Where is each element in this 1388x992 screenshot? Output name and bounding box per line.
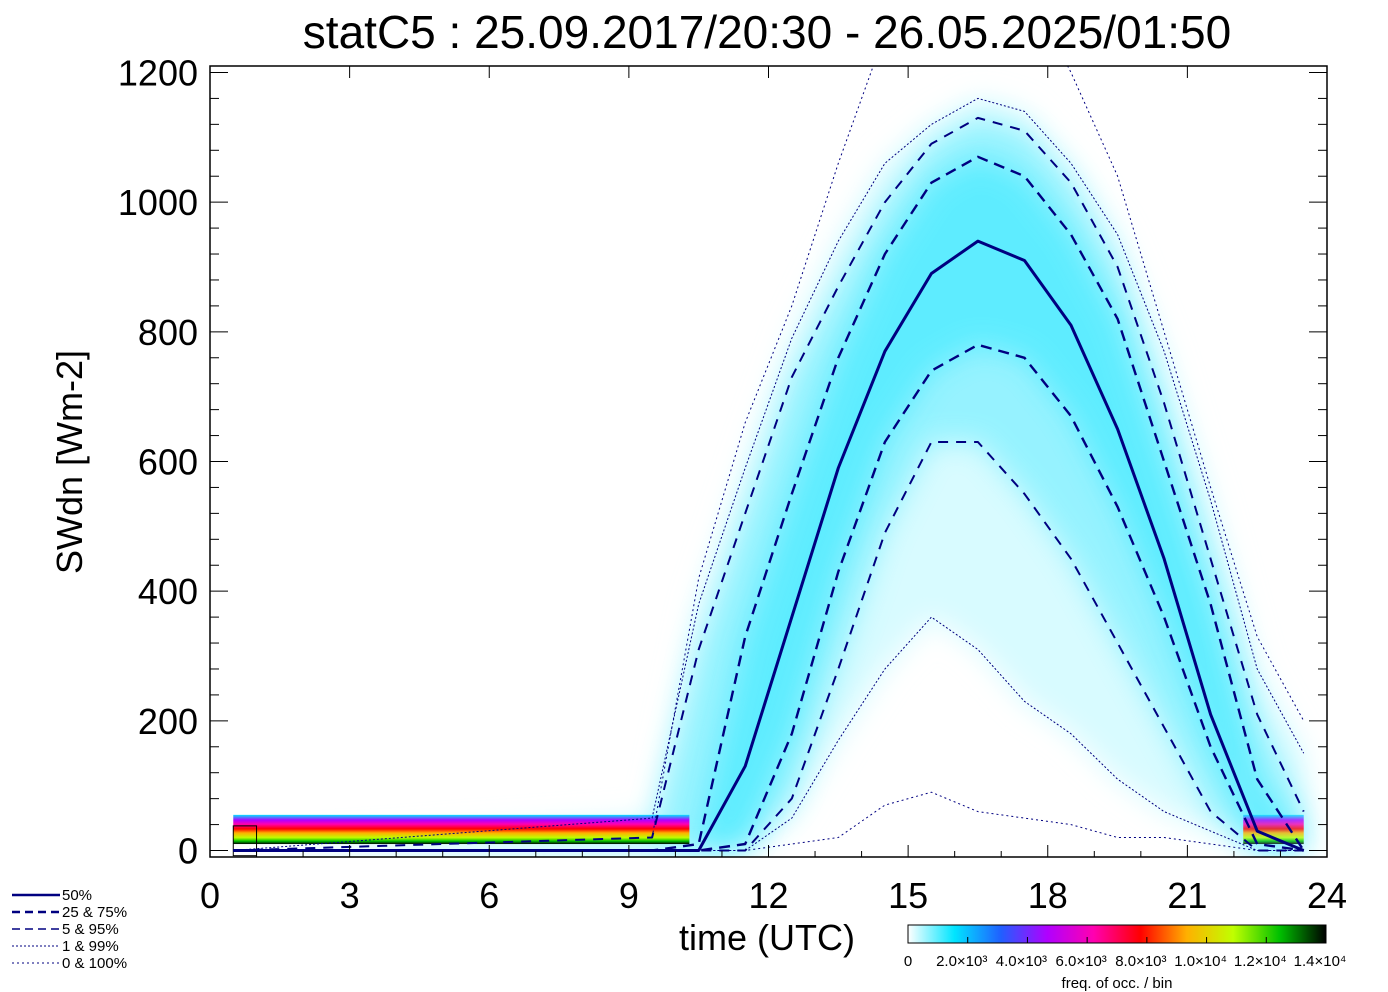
legend: 50%25 & 75%5 & 95%1 & 99%0 & 100% <box>12 887 127 972</box>
legend-label: 1 & 99% <box>62 938 119 955</box>
colorbar-label: freq. of occ. / bin <box>1062 975 1173 992</box>
colorbar-tick-label: 0 <box>904 953 912 970</box>
y-axis: 0 200 400 600 800 1000 1200 <box>118 52 1327 872</box>
line-95pct <box>233 116 1305 852</box>
colorbar-tick-label: 1.4×10⁴ <box>1294 953 1347 970</box>
density-band-25-75 <box>233 156 1304 851</box>
colorbar-tick-label: 1.2×10⁴ <box>1234 953 1287 970</box>
y-tick-label: 1000 <box>118 182 198 223</box>
legend-label: 0 & 100% <box>62 955 127 972</box>
y-axis-label: SWdn [Wm-2] <box>49 350 90 574</box>
colorbar-tick-label: 2.0×10³ <box>936 953 987 970</box>
line-0pct <box>233 791 1304 851</box>
y-tick-label: 0 <box>178 831 198 872</box>
y-tick-label: 200 <box>138 701 198 742</box>
frequency-heatmap <box>232 98 1304 857</box>
colorbar-tick-label: 8.0×10³ <box>1115 953 1166 970</box>
y-tick-label: 1200 <box>118 52 198 93</box>
x-tick-label: 6 <box>479 875 499 916</box>
x-tick-label: 9 <box>619 875 639 916</box>
line-1pct <box>233 616 1304 851</box>
line-50pct <box>233 239 1305 852</box>
x-tick-label: 21 <box>1167 875 1207 916</box>
x-tick-label: 3 <box>340 875 360 916</box>
y-tick-label: 800 <box>138 312 198 353</box>
x-tick-label: 12 <box>748 875 788 916</box>
legend-label: 50% <box>62 887 92 904</box>
x-axis-label: time (UTC) <box>679 917 855 958</box>
x-axis: 0 3 6 9 12 15 18 21 24 <box>200 66 1347 916</box>
x-tick-label: 0 <box>200 875 220 916</box>
colorbar-gradient <box>907 924 1327 944</box>
legend-label: 5 & 95% <box>62 921 119 938</box>
y-tick-label: 400 <box>138 571 198 612</box>
percentile-lines <box>233 66 1305 852</box>
colorbar: 0 2.0×10³ 4.0×10³ 6.0×10³ 8.0×10³ 1.0×10⁴ 1.2×… <box>904 924 1347 992</box>
x-tick-label: 18 <box>1028 875 1068 916</box>
colorbar-tick-label: 4.0×10³ <box>996 953 1047 970</box>
line-25pct <box>233 343 1304 852</box>
x-tick-label: 15 <box>888 875 928 916</box>
line-99pct <box>233 97 1305 851</box>
bin-marker <box>232 825 258 857</box>
chart-title: statC5 : 25.09.2017/20:30 - 26.05.2025/0… <box>303 6 1231 58</box>
x-tick-label: 24 <box>1307 875 1347 916</box>
colorbar-tick-label: 1.0×10⁴ <box>1174 953 1227 970</box>
night-band-left <box>233 814 690 845</box>
line-75pct <box>233 155 1305 852</box>
colorbar-tick-label: 6.0×10³ <box>1055 953 1106 970</box>
y-tick-label: 600 <box>138 442 198 483</box>
legend-label: 25 & 75% <box>62 904 127 921</box>
